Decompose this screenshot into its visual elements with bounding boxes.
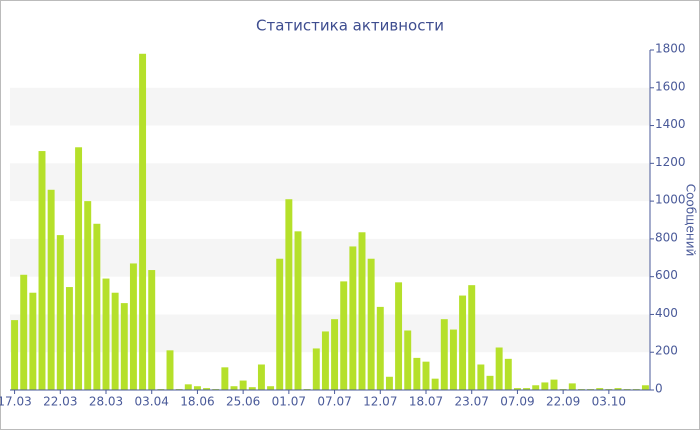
bar bbox=[459, 295, 467, 390]
bar bbox=[93, 223, 101, 390]
x-tick-label: 07.07 bbox=[317, 395, 351, 409]
x-tick-label: 12.07 bbox=[363, 395, 397, 409]
chart-title: Статистика активности bbox=[256, 17, 444, 35]
bar bbox=[248, 387, 256, 390]
grid-band bbox=[10, 238, 650, 277]
bar bbox=[203, 388, 211, 390]
bar bbox=[596, 388, 604, 390]
bar bbox=[431, 378, 439, 390]
x-tick-label: 07.09 bbox=[500, 395, 534, 409]
bar bbox=[614, 388, 622, 390]
x-tick-label: 01.07 bbox=[272, 395, 306, 409]
bar bbox=[139, 53, 147, 391]
bar bbox=[449, 329, 457, 390]
bar bbox=[422, 361, 430, 390]
bar bbox=[75, 147, 83, 390]
x-tick-label: 03.10 bbox=[592, 395, 626, 409]
bar bbox=[285, 199, 293, 390]
y-tick-label: 600 bbox=[655, 268, 678, 282]
y-tick-label: 1000 bbox=[655, 193, 686, 207]
y-tick-label: 0 bbox=[655, 382, 663, 396]
bar bbox=[532, 385, 540, 390]
x-tick-label: 25.06 bbox=[226, 395, 260, 409]
bar bbox=[395, 282, 403, 390]
bar bbox=[349, 246, 357, 390]
x-tick-label: 18.07 bbox=[409, 395, 443, 409]
bar bbox=[477, 364, 485, 390]
bar bbox=[404, 330, 412, 390]
x-tick-label: 22.03 bbox=[43, 395, 77, 409]
bar bbox=[111, 292, 119, 390]
bar bbox=[376, 306, 384, 390]
bar bbox=[294, 231, 302, 390]
bar bbox=[486, 375, 494, 390]
bar bbox=[120, 303, 128, 390]
bar bbox=[129, 263, 137, 390]
bar bbox=[340, 281, 348, 390]
bar bbox=[102, 278, 110, 390]
bar bbox=[65, 287, 73, 390]
y-tick-label: 200 bbox=[655, 344, 678, 358]
bar bbox=[541, 382, 549, 390]
bar bbox=[276, 258, 284, 390]
bar bbox=[38, 151, 46, 390]
y-axis-label: Сообщений bbox=[684, 184, 698, 257]
bar bbox=[413, 357, 421, 390]
bar bbox=[148, 270, 156, 390]
x-tick-label: 28.03 bbox=[89, 395, 123, 409]
bar bbox=[367, 258, 375, 390]
x-tick-label: 03.04 bbox=[135, 395, 169, 409]
y-tick-label: 1600 bbox=[655, 79, 686, 93]
bar bbox=[20, 274, 28, 390]
bar bbox=[331, 319, 339, 390]
y-tick-label: 1800 bbox=[655, 42, 686, 56]
bar bbox=[47, 189, 55, 390]
grid-band bbox=[10, 163, 650, 202]
bar bbox=[550, 379, 558, 390]
bar bbox=[56, 235, 64, 390]
bar bbox=[84, 201, 92, 390]
bar bbox=[468, 285, 476, 390]
x-tick-label: 17.03 bbox=[0, 395, 32, 409]
bar bbox=[166, 350, 174, 390]
bar bbox=[358, 232, 366, 390]
bar bbox=[221, 367, 229, 390]
bar bbox=[385, 376, 393, 390]
x-tick-label: 22.09 bbox=[546, 395, 580, 409]
bar bbox=[29, 292, 37, 390]
bar bbox=[257, 364, 265, 390]
bar bbox=[184, 384, 192, 390]
bar bbox=[312, 348, 320, 390]
y-tick-label: 1400 bbox=[655, 117, 686, 131]
bar bbox=[239, 380, 247, 390]
bar bbox=[267, 386, 275, 390]
grid-band bbox=[10, 87, 650, 126]
x-tick-label: 23.07 bbox=[455, 395, 489, 409]
bar bbox=[568, 383, 576, 390]
bar bbox=[504, 358, 512, 390]
x-tick-label: 18.06 bbox=[180, 395, 214, 409]
bar bbox=[440, 319, 448, 390]
bar bbox=[321, 331, 329, 390]
bar bbox=[11, 320, 19, 390]
bar bbox=[641, 385, 649, 390]
y-tick-label: 1200 bbox=[655, 155, 686, 169]
bar bbox=[523, 388, 531, 390]
y-tick-label: 800 bbox=[655, 230, 678, 244]
bar bbox=[513, 388, 521, 390]
bar bbox=[193, 386, 201, 390]
y-tick-label: 400 bbox=[655, 306, 678, 320]
bar bbox=[495, 347, 503, 390]
bar bbox=[230, 386, 238, 390]
